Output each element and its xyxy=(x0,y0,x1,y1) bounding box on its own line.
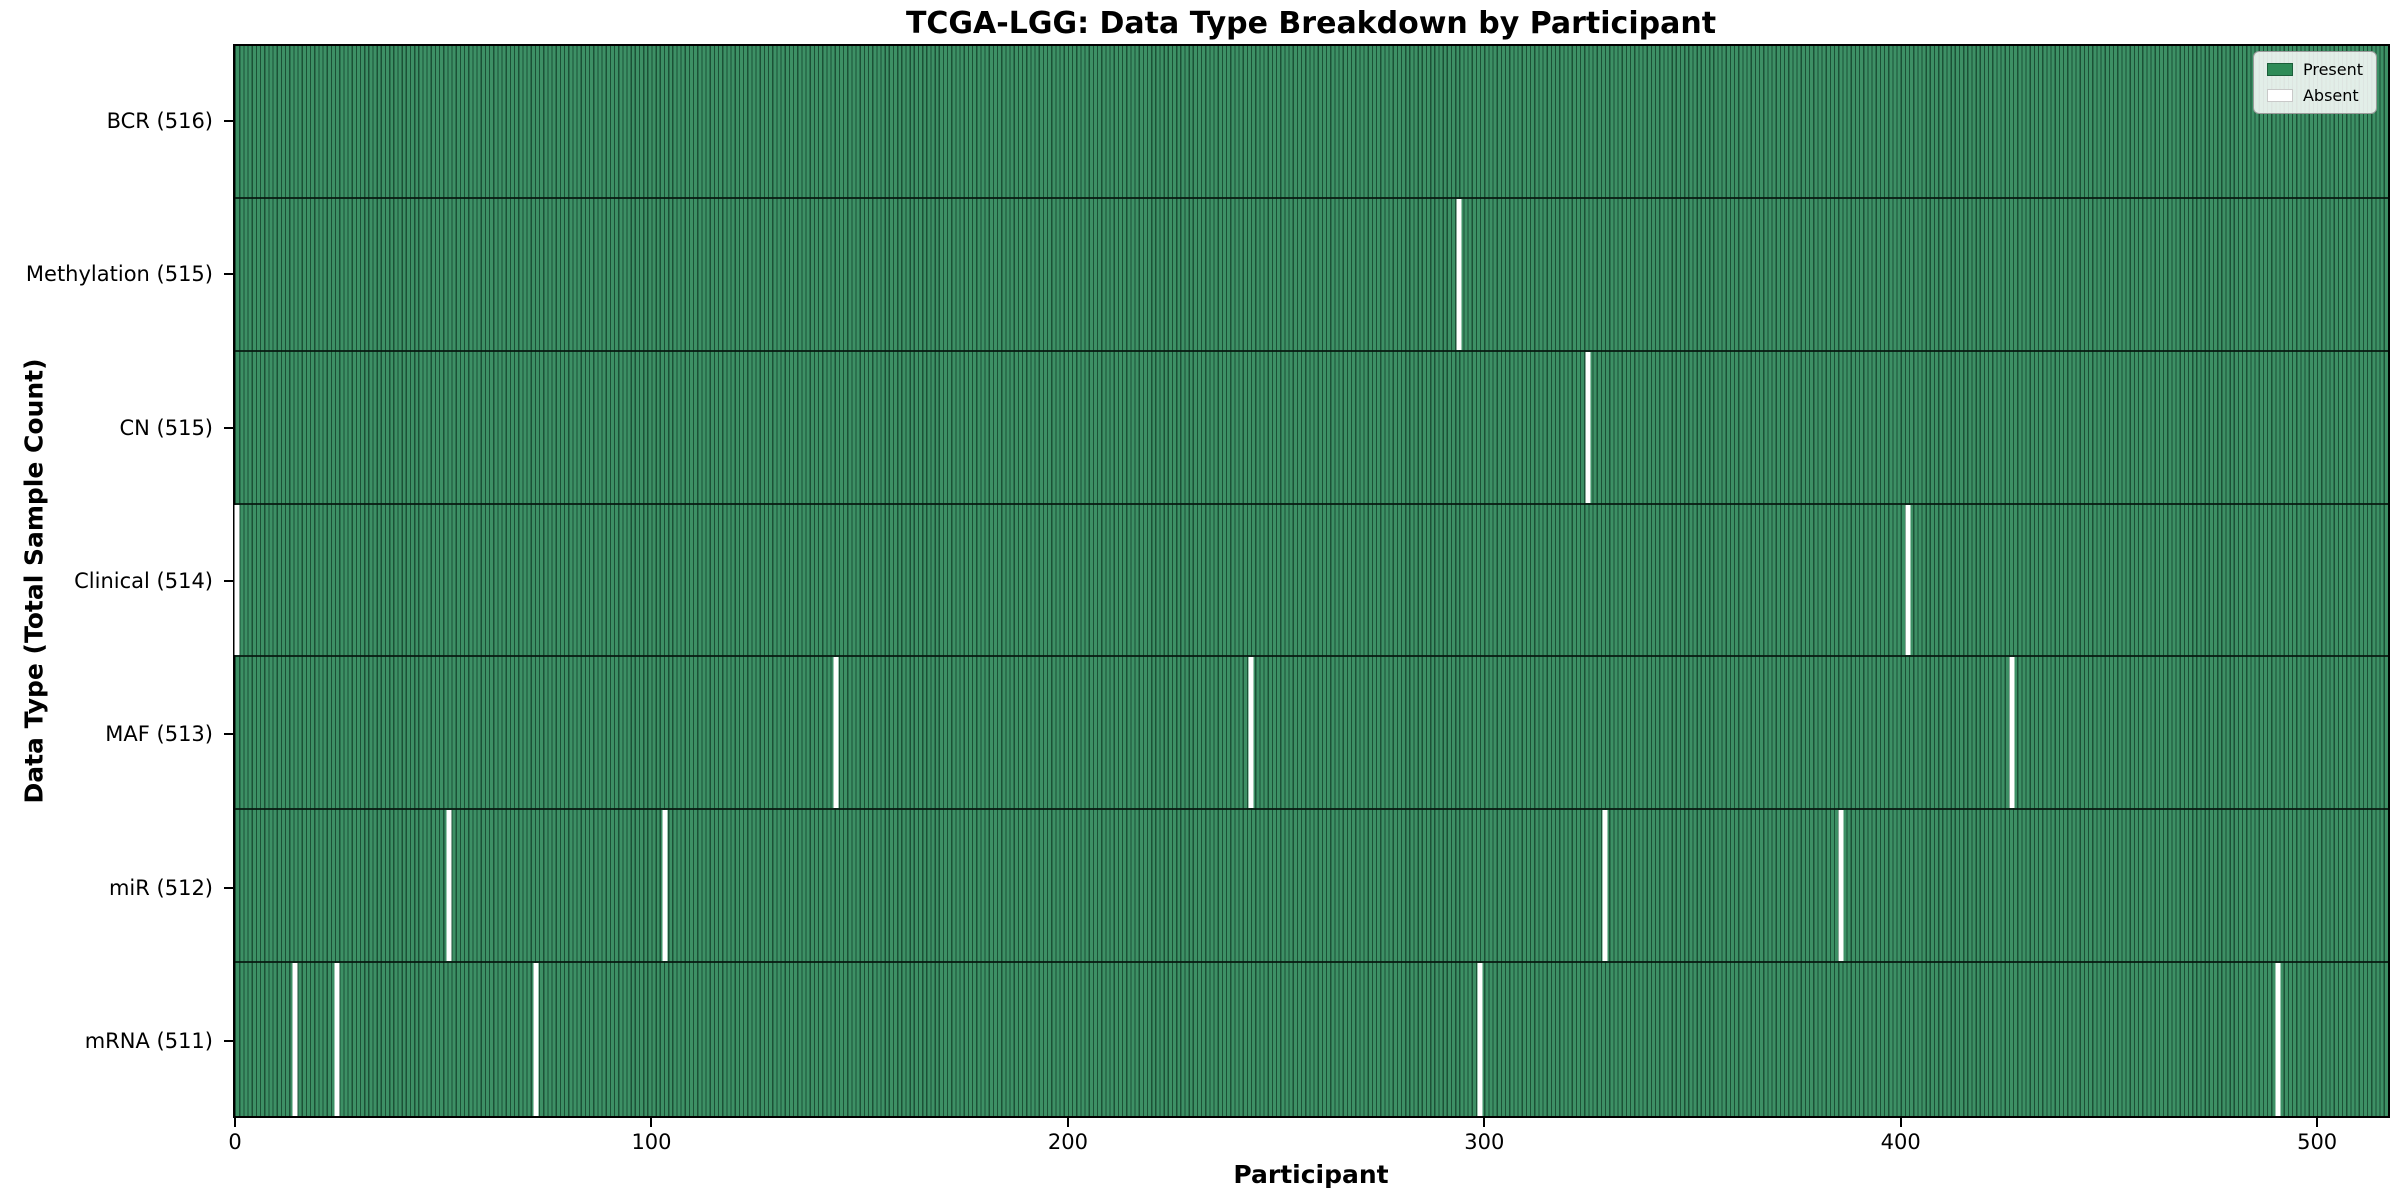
x-tick-mark xyxy=(1899,1118,1902,1127)
absent-stripe xyxy=(292,963,298,1116)
x-tick-mark xyxy=(650,1118,653,1127)
x-tick-label: 0 xyxy=(228,1130,242,1154)
absent-stripe xyxy=(1248,657,1254,809)
presence-row-mir xyxy=(235,810,2388,964)
x-tick-label: 500 xyxy=(2297,1130,2338,1154)
x-tick-label: 100 xyxy=(631,1130,672,1154)
absent-stripe xyxy=(1602,810,1608,962)
y-axis: BCR (516) Methylation (515) CN (515) Clinic… xyxy=(0,44,233,1118)
y-tick-label: miR (512) xyxy=(108,875,213,900)
y-tick-label: BCR (516) xyxy=(106,108,213,133)
x-tick-label: 200 xyxy=(1047,1130,1088,1154)
legend-item-present: Present xyxy=(2266,60,2363,79)
y-tick-mark xyxy=(224,119,233,122)
x-tick-mark xyxy=(234,1118,237,1127)
x-tick-mark xyxy=(1066,1118,1069,1127)
plot-area: Present Absent xyxy=(233,44,2390,1118)
presence-row-bcr xyxy=(235,46,2388,199)
x-tick-mark xyxy=(1483,1118,1486,1127)
absent-stripe xyxy=(446,810,452,962)
y-tick-label: mRNA (511) xyxy=(84,1029,213,1054)
absent-stripe xyxy=(1477,963,1483,1116)
legend-item-absent: Absent xyxy=(2266,86,2363,105)
absent-stripe xyxy=(1456,198,1462,350)
absent-stripe xyxy=(1905,504,1911,656)
y-tick-label: Methylation (515) xyxy=(25,262,213,287)
absent-stripe xyxy=(1585,351,1591,503)
legend: Present Absent xyxy=(2252,51,2377,114)
y-tick-label: Clinical (514) xyxy=(74,569,213,593)
absent-stripe xyxy=(1838,810,1844,962)
y-tick-mark xyxy=(224,426,233,429)
x-axis: 0 100 200 300 400 500 xyxy=(228,1118,2390,1178)
absent-stripe xyxy=(2275,963,2281,1116)
legend-swatch-absent-icon xyxy=(2266,89,2293,102)
y-tick-mark xyxy=(224,580,233,582)
absent-stripe xyxy=(334,963,340,1116)
presence-row-maf xyxy=(235,657,2388,811)
chart-title: TCGA-LGG: Data Type Breakdown by Partici… xyxy=(905,6,1717,41)
x-axis-title: Participant xyxy=(1233,1160,1389,1189)
presence-row-clinical xyxy=(234,504,2388,658)
absent-stripe xyxy=(2009,657,2015,809)
absent-stripe xyxy=(234,504,240,656)
absent-stripe xyxy=(833,657,839,809)
absent-stripe xyxy=(533,963,539,1116)
y-tick-label: MAF (513) xyxy=(105,722,213,747)
y-tick-mark xyxy=(224,273,233,276)
legend-label-present: Present xyxy=(2302,60,2363,79)
y-tick-mark xyxy=(224,1040,233,1043)
x-tick-mark xyxy=(2316,1118,2319,1127)
y-tick-mark xyxy=(224,886,233,889)
legend-label-absent: Absent xyxy=(2302,86,2359,105)
x-tick-label: 400 xyxy=(1880,1130,1921,1154)
y-tick-label: CN (515) xyxy=(119,415,213,440)
absent-stripe xyxy=(662,810,668,962)
x-tick-label: 300 xyxy=(1464,1130,1505,1154)
presence-row-methylation xyxy=(235,198,2388,352)
presence-row-cn xyxy=(235,351,2388,505)
presence-row-mrna xyxy=(235,963,2388,1116)
legend-swatch-present-icon xyxy=(2266,63,2293,76)
y-tick-mark xyxy=(224,733,233,736)
